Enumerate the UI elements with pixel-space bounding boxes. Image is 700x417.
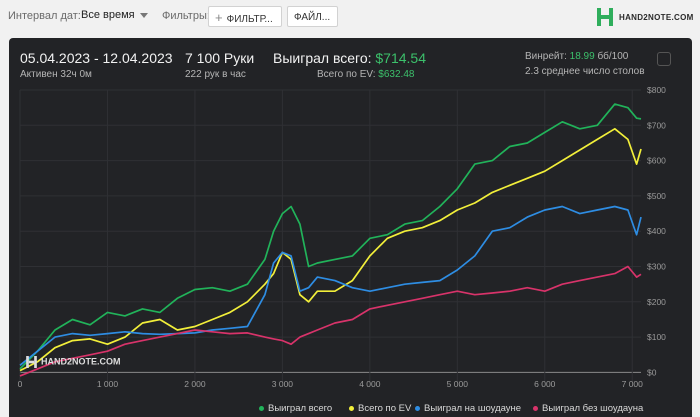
logo-icon	[597, 8, 613, 26]
y-tick-label: $100	[647, 332, 666, 342]
chart-lines	[19, 103, 642, 377]
winrate: Винрейт: 18.99 бб/100	[525, 51, 628, 62]
legend-label: Всего по EV	[358, 403, 412, 414]
legend-item-non-showdown[interactable]: Выиграл без шоудауна	[533, 403, 643, 414]
legend-label: Выиграл на шоудауне	[424, 403, 522, 414]
toolbar: Интервал дат: Все время Фильтры: + ФИЛЬТР…	[0, 0, 700, 34]
ev-value: $632.48	[378, 69, 415, 80]
chart-grid	[19, 89, 641, 383]
legend-label: Выиграл без шоудауна	[542, 403, 644, 414]
interval-label: Интервал дат:	[8, 10, 81, 22]
ev-total: Всего по EV: $632.48	[317, 69, 414, 80]
won-total: Выиграл всего: $714.54	[273, 50, 426, 66]
won-total-label: Выиграл всего:	[273, 50, 372, 66]
y-tick-label: $400	[647, 226, 666, 236]
y-tick-label: $800	[647, 85, 666, 95]
legend-item-ev[interactable]: Всего по EV	[349, 403, 411, 414]
legend-item-total[interactable]: Выиграл всего	[259, 403, 332, 414]
y-tick-label: $200	[647, 297, 666, 307]
y-axis-ticks: $0 $100 $200 $300 $400 $500 $600 $700 $800	[647, 85, 666, 377]
x-tick-label: 4 000	[359, 379, 381, 389]
watermark-text: HAND2NOTE.COM	[41, 356, 121, 367]
x-tick-label: 6 000	[534, 379, 556, 389]
gear-icon[interactable]	[657, 52, 671, 66]
x-tick-label: 2 000	[184, 379, 206, 389]
plus-icon: +	[215, 10, 223, 25]
won-total-value: $714.54	[375, 50, 426, 66]
winrate-unit: бб/100	[597, 51, 629, 62]
series-line-1	[19, 127, 642, 372]
y-tick-label: $500	[647, 191, 666, 201]
filters-label: Фильтры:	[162, 10, 210, 22]
chevron-down-icon	[139, 12, 148, 18]
legend-dot	[533, 405, 538, 411]
file-button[interactable]: ФАЙЛ...	[287, 6, 338, 27]
ev-label: Всего по EV:	[317, 69, 376, 80]
x-tick-label: 7 000	[622, 379, 644, 389]
interval-select[interactable]: Все время	[81, 9, 148, 21]
legend-item-showdown[interactable]: Выиграл на шоудауне	[415, 403, 521, 414]
x-tick-label: 1 000	[97, 379, 119, 389]
x-tick-label: 3 000	[272, 379, 294, 389]
winrate-label: Винрейт:	[525, 51, 567, 62]
series-line-0	[19, 103, 642, 370]
avg-tables: 2.3 среднее число столов	[525, 66, 645, 77]
file-button-label: ФАЙЛ...	[294, 12, 331, 23]
legend-dot	[349, 405, 354, 411]
hands-count: 7 100 Руки	[185, 50, 255, 66]
graph-panel: 05.04.2023 - 12.04.2023 Активен 32ч 0м 7…	[9, 38, 692, 417]
x-axis-ticks: 0 1 000 2 000 3 000 4 000 5 000 6 000 7 000	[18, 379, 644, 389]
winrate-value: 18.99	[569, 51, 595, 62]
y-tick-label: $700	[647, 120, 666, 130]
series-line-2	[19, 205, 642, 366]
legend-label: Выиграл всего	[268, 403, 333, 414]
watermark: HAND2NOTE.COM	[26, 356, 121, 368]
watermark-logo-icon	[26, 356, 37, 368]
series-line-3	[19, 265, 642, 377]
filter-button[interactable]: + ФИЛЬТР...	[208, 6, 282, 27]
x-tick-label: 5 000	[447, 379, 469, 389]
y-tick-label: $0	[647, 367, 657, 377]
active-time: Активен 32ч 0м	[20, 69, 92, 80]
date-range: 05.04.2023 - 12.04.2023	[20, 50, 173, 66]
x-tick-label: 0	[18, 379, 23, 389]
legend-dot	[259, 405, 264, 411]
interval-select-value: Все время	[81, 9, 135, 21]
filter-button-label: ФИЛЬТР...	[226, 14, 273, 25]
legend-dot	[415, 405, 420, 411]
logo-text: HAND2NOTE.COM	[619, 13, 694, 22]
hands-per-hour: 222 рук в час	[185, 69, 246, 80]
y-tick-label: $600	[647, 156, 666, 166]
y-tick-label: $300	[647, 262, 666, 272]
